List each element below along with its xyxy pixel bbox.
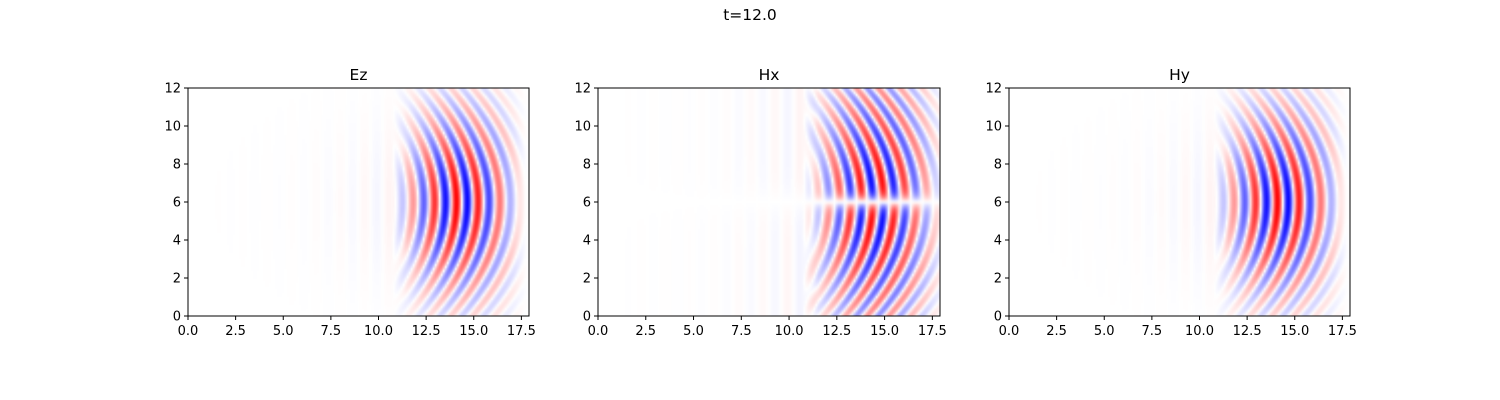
x-tick-label-ez: 5.0 [273, 324, 294, 339]
y-tick-label-ez: 6 [173, 196, 181, 211]
x-tick-label-hx: 12.5 [822, 324, 851, 339]
figure-suptitle: t=12.0 [723, 6, 777, 24]
x-tick-label-ez: 7.5 [321, 324, 342, 339]
panel-title-hy: Hy [1169, 66, 1190, 84]
y-tick-label-hy: 8 [994, 158, 1002, 173]
panel-title-ez: Ez [350, 66, 368, 84]
x-tick-label-ez: 15.0 [459, 324, 488, 339]
y-tick-label-hx: 4 [583, 234, 591, 249]
y-tick-label-ez: 0 [173, 310, 181, 325]
y-tick-label-ez: 10 [164, 120, 181, 135]
x-tick-label-ez: 10.0 [364, 324, 393, 339]
panel-hy: Hy 0.0 2.5 5.0 7.5 10.0 12.5 15.0 17.5 0 2 4 6 8 10 12 [985, 66, 1356, 339]
heatmap-hx [598, 88, 940, 316]
x-tick-label-ez: 17.5 [507, 324, 536, 339]
x-tick-label-hy: 7.5 [1142, 324, 1163, 339]
x-tick-label-hy: 17.5 [1328, 324, 1357, 339]
x-tick-label-hx: 2.5 [635, 324, 656, 339]
y-tick-label-hy: 2 [994, 272, 1002, 287]
y-tick-label-hy: 4 [994, 234, 1002, 249]
x-tick-label-hy: 12.5 [1233, 324, 1262, 339]
y-tick-label-hy: 12 [985, 82, 1002, 97]
x-tick-label-hx: 5.0 [683, 324, 704, 339]
x-tick-label-hy: 15.0 [1280, 324, 1309, 339]
y-tick-label-ez: 4 [173, 234, 181, 249]
x-tick-label-hy: 2.5 [1046, 324, 1067, 339]
panel-ez: Ez 0.0 2.5 5.0 7.5 10.0 12.5 15.0 17.5 0 2 4 6 8 10 12 [164, 66, 535, 339]
x-tick-label-hx: 10.0 [775, 324, 804, 339]
panel-hx: Hx 0.0 2.5 5.0 7.5 10.0 12.5 15.0 17.5 0 2 4 6 8 10 12 [574, 66, 946, 339]
y-tick-label-hx: 2 [583, 272, 591, 287]
y-tick-label-hx: 12 [574, 82, 591, 97]
y-tick-label-ez: 2 [173, 272, 181, 287]
y-tick-label-ez: 12 [164, 82, 181, 97]
y-tick-label-hx: 6 [583, 196, 591, 211]
x-tick-label-hy: 5.0 [1094, 324, 1115, 339]
x-tick-label-ez: 0.0 [178, 324, 199, 339]
heatmap-hy [1009, 88, 1350, 316]
y-tick-label-ez: 8 [173, 158, 181, 173]
panel-title-hx: Hx [759, 66, 780, 84]
x-tick-label-ez: 2.5 [225, 324, 246, 339]
x-tick-label-hx: 0.0 [588, 324, 609, 339]
heatmap-ez [188, 88, 529, 316]
x-tick-label-hx: 15.0 [870, 324, 899, 339]
y-tick-label-hx: 0 [583, 310, 591, 325]
y-tick-label-hy: 0 [994, 310, 1002, 325]
y-tick-label-hy: 6 [994, 196, 1002, 211]
panels-group: Ez0.0 2.5 5.0 7.5 10.0 12.5 15.0 17.5024681012H… [164, 66, 1356, 339]
y-tick-label-hy: 10 [985, 120, 1002, 135]
y-tick-label-hx: 10 [574, 120, 591, 135]
y-tick-label-hx: 8 [583, 158, 591, 173]
x-tick-label-hy: 10.0 [1185, 324, 1214, 339]
x-tick-label-hx: 17.5 [918, 324, 947, 339]
x-tick-label-hy: 0.0 [999, 324, 1020, 339]
x-tick-label-hx: 7.5 [731, 324, 752, 339]
x-tick-label-ez: 12.5 [412, 324, 441, 339]
